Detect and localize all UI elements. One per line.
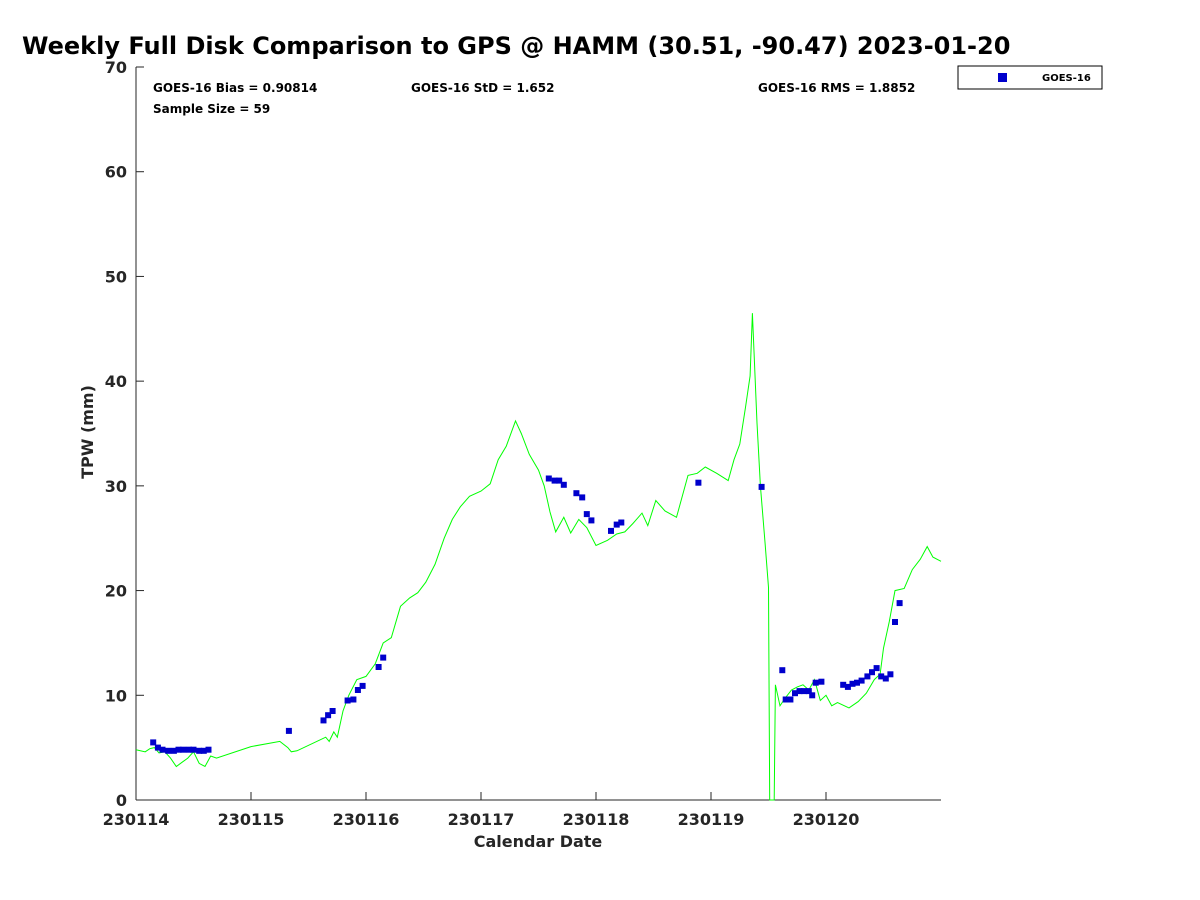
plot-axes: 0 10 20 30 40 50 60 70 230114 230115 230116 230117 2…	[103, 58, 941, 829]
goes16-point	[196, 747, 203, 754]
goes16-point	[344, 697, 351, 704]
goes16-point	[545, 475, 552, 482]
goes16-point	[350, 696, 357, 703]
x-tick-label: 230114	[103, 810, 170, 829]
goes16-point	[812, 679, 819, 686]
y-tick-label: 0	[116, 791, 127, 810]
goes16-point	[325, 712, 332, 719]
x-tick-label: 230116	[333, 810, 400, 829]
goes16-point	[695, 479, 702, 486]
goes16-point	[154, 744, 161, 751]
stat-rms: GOES-16 RMS = 1.8852	[758, 81, 915, 95]
goes16-point	[180, 746, 187, 753]
x-tick-label: 230117	[448, 810, 515, 829]
legend: GOES-16	[957, 65, 1103, 90]
goes16-point	[809, 692, 816, 699]
stat-std: GOES-16 StD = 1.652	[411, 81, 554, 95]
goes16-point	[588, 517, 595, 524]
goes16-point	[560, 481, 567, 488]
chart-title: Weekly Full Disk Comparison to GPS @ HAM…	[22, 32, 1010, 60]
legend-marker-goes16	[998, 73, 1007, 82]
goes16-point	[882, 675, 889, 682]
goes16-point	[354, 687, 361, 693]
goes16-point	[613, 521, 620, 528]
gps-line-layer	[135, 313, 942, 801]
goes16-point	[165, 747, 172, 754]
goes16-point	[573, 490, 580, 497]
goes16-point	[869, 669, 875, 676]
legend-box	[957, 65, 1103, 90]
x-tick-label: 230119	[678, 810, 745, 829]
goes16-point	[159, 746, 166, 753]
goes16-point	[892, 619, 898, 625]
goes16-point	[375, 664, 382, 670]
goes16-point	[170, 747, 177, 754]
x-tick-label: 230115	[218, 810, 285, 829]
goes16-point	[844, 683, 851, 690]
goes16-point	[849, 680, 856, 687]
y-tick-label: 10	[105, 686, 127, 705]
y-tick-label: 70	[105, 58, 127, 77]
y-tick-label: 60	[105, 163, 127, 182]
x-axis-label: Calendar Date	[474, 832, 603, 851]
legend-label-goes16: GOES-16	[1042, 73, 1091, 84]
goes16-point	[792, 690, 798, 697]
goes16-points-layer	[150, 475, 903, 754]
goes16-point	[359, 682, 366, 689]
y-axis-label: TPW (mm)	[78, 385, 97, 479]
goes16-point	[818, 678, 825, 685]
goes16-point	[801, 688, 808, 695]
x-tick-label: 230118	[563, 810, 630, 829]
goes16-point	[200, 747, 207, 754]
y-tick-label: 20	[105, 582, 127, 601]
goes16-point	[896, 600, 903, 607]
goes16-point	[854, 679, 860, 686]
goes16-point	[805, 688, 812, 695]
goes16-point	[873, 665, 880, 672]
goes16-point	[556, 477, 563, 484]
goes16-point	[285, 727, 292, 734]
goes16-point	[175, 746, 182, 753]
goes16-point	[618, 519, 625, 526]
goes16-point	[185, 746, 192, 753]
goes16-point	[205, 746, 212, 753]
goes16-point	[758, 483, 765, 490]
goes16-point	[796, 688, 803, 695]
goes16-point	[320, 717, 327, 724]
y-tick-label: 50	[105, 267, 127, 286]
goes16-point	[583, 511, 590, 518]
goes16-point	[380, 654, 387, 661]
gps-tpw-line	[135, 313, 942, 801]
y-tick-label: 40	[105, 372, 127, 391]
stat-sample-size: Sample Size = 59	[153, 102, 270, 116]
goes16-point	[887, 671, 894, 678]
y-tick-label: 30	[105, 477, 127, 496]
goes16-point	[782, 696, 789, 703]
goes16-point	[579, 494, 586, 501]
stat-bias: GOES-16 Bias = 0.90814	[153, 81, 317, 95]
goes16-point	[329, 708, 336, 714]
goes16-point	[858, 677, 865, 684]
goes16-point	[608, 527, 614, 534]
goes16-point	[878, 673, 885, 680]
x-tick-label: 230120	[793, 810, 860, 829]
goes16-point	[551, 477, 558, 484]
goes16-point	[190, 746, 197, 753]
goes16-point	[840, 681, 847, 688]
goes16-point	[787, 696, 794, 703]
goes16-point	[864, 673, 871, 680]
goes16-point	[779, 667, 786, 674]
goes16-point	[150, 739, 157, 746]
